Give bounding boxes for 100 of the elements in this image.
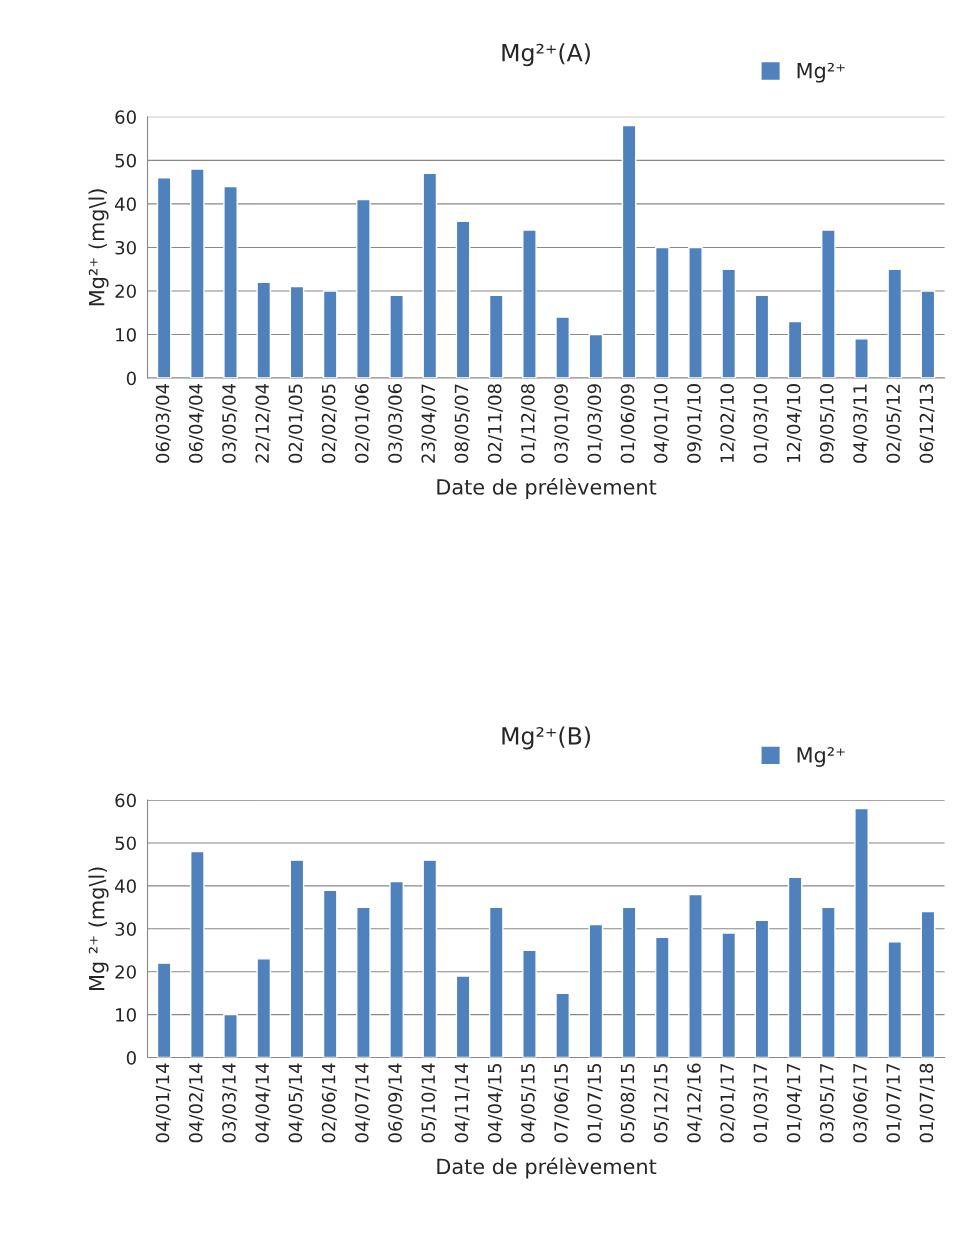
bar <box>588 333 604 379</box>
y-tick-label: 60 <box>115 793 136 808</box>
x-tick-label: 01/03/10 <box>753 384 769 463</box>
bar <box>787 320 803 379</box>
x-tick-label: 05/10/14 <box>421 1063 437 1143</box>
x-tick-label: 02/05/12 <box>886 384 902 463</box>
x-tick-label: 03/03/14 <box>222 1063 238 1143</box>
x-tick-label: 04/02/14 <box>188 1063 205 1143</box>
x-tick-label: 03/01/09 <box>554 384 570 463</box>
bar <box>621 124 637 379</box>
x-tick-label: 04/05/15 <box>521 1063 537 1143</box>
x-tick-label: 09/01/10 <box>687 384 703 463</box>
x-tick-label: 01/06/09 <box>620 384 636 463</box>
y-tick-label: 0 <box>126 371 136 386</box>
x-tick-label: 04/05/14 <box>288 1063 304 1143</box>
y-tick-label: 30 <box>115 922 136 936</box>
bar <box>821 229 836 379</box>
bar <box>854 338 869 379</box>
x-tick-label: 22/12/04 <box>255 383 271 463</box>
x-tick-label: 03/03/06 <box>388 384 404 463</box>
bar <box>223 185 238 379</box>
bar <box>256 958 272 1058</box>
x-tick-label: 01/04/17 <box>786 1063 802 1143</box>
x-tick-label: 12/04/10 <box>786 384 802 463</box>
bar <box>289 859 305 1058</box>
x-tick-label: 04/07/14 <box>354 1063 371 1143</box>
x-tick-label: 02/11/08 <box>487 384 503 463</box>
x-tick-label: 04/01/10 <box>653 384 669 463</box>
y-tick-label: 40 <box>115 197 136 212</box>
y-tick-label: 60 <box>115 110 136 124</box>
x-axis-title: Date de prélèvement <box>437 477 657 499</box>
x-tick-label: 01/03/17 <box>753 1063 769 1143</box>
bar <box>422 859 438 1058</box>
bar <box>156 962 172 1058</box>
x-tick-label: 06/09/14 <box>388 1063 404 1143</box>
bar <box>455 975 471 1058</box>
bar <box>522 949 537 1058</box>
bar <box>488 906 504 1058</box>
bar <box>422 172 438 379</box>
x-tick-label: 04/04/14 <box>255 1063 271 1143</box>
bar <box>688 246 703 379</box>
x-axis-title: Date de prélèvement <box>437 1157 657 1179</box>
x-tick-label: 04/03/11 <box>853 384 869 463</box>
bar <box>555 316 571 379</box>
x-tick-label: 07/06/15 <box>554 1063 570 1143</box>
bar <box>887 268 903 379</box>
x-tick-label: 08/05/07 <box>454 384 470 463</box>
legend-label: Mg²⁺ <box>797 62 845 83</box>
x-tick-label: 02/02/05 <box>321 384 337 463</box>
x-tick-label: 02/01/05 <box>288 384 304 463</box>
bar <box>854 807 869 1058</box>
chart-title: Mg²⁺(B) <box>502 726 590 750</box>
bar <box>555 992 571 1058</box>
y-tick-label: 30 <box>115 240 136 255</box>
y-axis-title: Mg ²⁺ (mg\l) <box>88 867 109 990</box>
legend-label: Mg²⁺ <box>797 747 845 767</box>
y-tick-label: 10 <box>116 1008 136 1022</box>
bar <box>721 268 737 379</box>
x-tick-label: 01/07/18 <box>919 1063 935 1143</box>
x-tick-label: 03/05/04 <box>222 383 238 463</box>
x-tick-label: 02/06/14 <box>321 1063 337 1143</box>
y-tick-label: 10 <box>116 327 136 342</box>
y-tick-label: 0 <box>126 1051 136 1065</box>
x-tick-label: 01/12/08 <box>521 384 537 463</box>
bar <box>356 198 371 379</box>
x-tick-label: 04/04/15 <box>487 1063 503 1143</box>
bar <box>156 177 172 379</box>
x-tick-label: 23/04/07 <box>421 384 437 463</box>
x-tick-label: 01/07/17 <box>886 1063 902 1143</box>
x-tick-label: 09/05/10 <box>819 384 836 463</box>
x-tick-label: 06/03/04 <box>155 383 171 463</box>
bar <box>588 923 604 1058</box>
x-tick-label: 04/01/14 <box>155 1063 171 1143</box>
chart-title: Mg²⁺(A) <box>502 43 590 67</box>
x-tick-label: 03/06/17 <box>853 1063 869 1143</box>
bar <box>190 168 205 379</box>
y-axis-title: Mg²⁺ (mg\l) <box>88 189 109 306</box>
bar <box>754 294 770 379</box>
bar <box>654 936 670 1058</box>
bar <box>920 910 936 1058</box>
x-tick-label: 02/01/06 <box>354 384 371 463</box>
bar <box>688 893 703 1058</box>
x-tick-label: 01/03/09 <box>587 384 603 463</box>
bar <box>389 880 404 1058</box>
bar <box>920 290 936 379</box>
x-tick-label: 12/02/10 <box>720 384 736 463</box>
x-tick-label: 04/12/16 <box>687 1063 703 1143</box>
x-tick-label: 02/01/17 <box>720 1063 736 1143</box>
bar <box>754 919 770 1058</box>
x-tick-label: 01/07/15 <box>587 1063 603 1143</box>
y-tick-label: 40 <box>115 879 136 894</box>
bar <box>721 932 737 1058</box>
bar <box>356 906 371 1058</box>
x-tick-label: 05/08/15 <box>620 1063 636 1143</box>
bar <box>455 220 471 379</box>
bar <box>488 294 504 379</box>
y-tick-label: 50 <box>115 153 136 168</box>
bar <box>821 906 836 1058</box>
bar <box>256 281 272 379</box>
y-tick-label: 20 <box>115 965 136 979</box>
